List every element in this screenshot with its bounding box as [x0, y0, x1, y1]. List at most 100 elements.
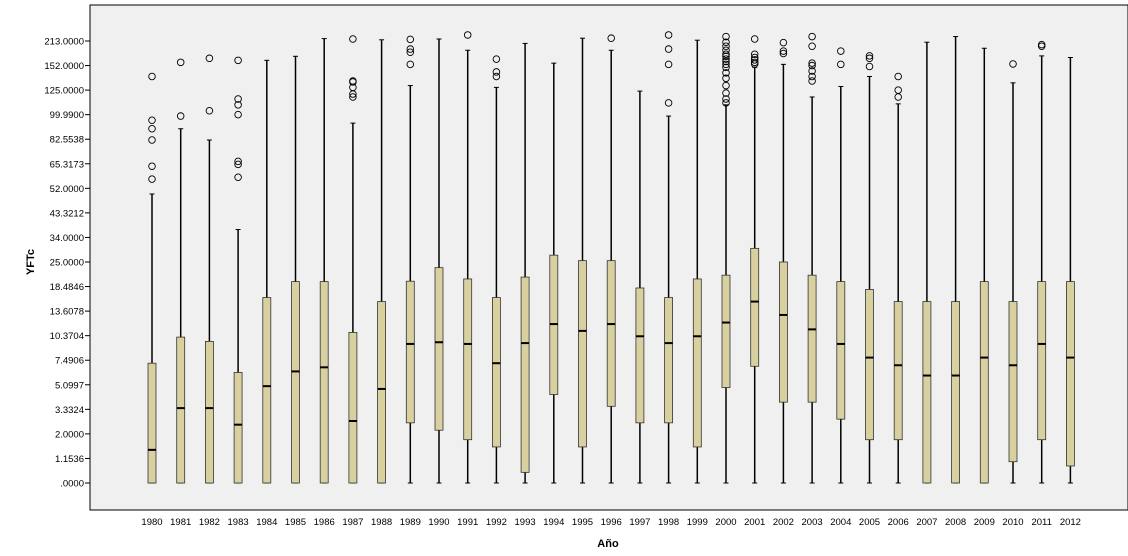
outlier-point	[1009, 60, 1017, 68]
y-axis: 213.0000 152.0000 125.0000 99.9900 82.5538 65…	[44, 37, 90, 490]
box-series	[147, 31, 1075, 484]
box-1988	[377, 39, 387, 484]
iqr-box	[692, 278, 702, 448]
outlier-point	[176, 58, 185, 67]
outlier-point	[664, 99, 673, 107]
x-tick-label: 2008	[945, 517, 966, 528]
iqr-box	[491, 297, 501, 448]
outlier-point	[664, 31, 673, 39]
outlier-point	[722, 38, 730, 46]
x-tick-label: 2004	[830, 517, 851, 528]
box-2010	[1008, 60, 1018, 484]
x-tick-label: 1989	[400, 517, 421, 528]
iqr-box	[606, 260, 616, 407]
box-1996	[606, 34, 616, 484]
outlier-point	[234, 173, 242, 182]
x-tick-label: 1984	[256, 517, 277, 528]
x-tick-label: 1985	[285, 517, 306, 528]
y-tick-label: 43.3212	[50, 208, 84, 219]
box-1989	[405, 35, 415, 484]
outlier-point	[808, 72, 816, 81]
x-tick-label: 2002	[773, 517, 794, 528]
y-tick-label: 2.0000	[55, 429, 84, 440]
outlier-point	[722, 42, 730, 50]
y-tick-label: 3.3324	[55, 405, 84, 416]
outlier-point	[234, 95, 242, 103]
iqr-box	[922, 301, 932, 484]
box-2008	[951, 36, 960, 484]
x-tick-label: 1999	[687, 517, 708, 528]
outlier-point	[722, 99, 730, 107]
iqr-box	[750, 247, 760, 367]
outlier-point	[750, 56, 759, 64]
outlier-point	[808, 42, 816, 50]
y-tick-label: 99.9900	[50, 110, 84, 121]
y-tick-label: 125.0000	[44, 86, 84, 97]
iqr-box	[979, 281, 989, 484]
iqr-box	[319, 281, 329, 484]
box-2009	[979, 47, 989, 484]
x-tick-label: 1990	[428, 517, 449, 528]
x-tick-label: 1997	[629, 517, 650, 528]
box-1993	[520, 42, 530, 484]
y-tick-label: 18.4846	[50, 282, 84, 293]
box-1991	[463, 31, 473, 484]
box-1985	[291, 55, 300, 484]
iqr-box	[176, 336, 186, 484]
x-tick-label: 1983	[228, 517, 249, 528]
outlier-point	[808, 59, 816, 67]
outlier-point	[894, 72, 902, 81]
outlier-point	[205, 106, 214, 115]
outlier-point	[750, 50, 759, 59]
box-2004	[836, 47, 846, 484]
outlier-point	[406, 60, 415, 69]
iqr-box	[779, 261, 788, 403]
y-tick-label: 52.0000	[50, 184, 84, 195]
iqr-box	[721, 274, 731, 388]
x-tick-label: 2011	[1031, 517, 1051, 528]
outlier-point	[406, 35, 415, 44]
outlier-point	[722, 74, 730, 83]
x-tick-label: 1982	[199, 517, 220, 528]
outlier-point	[492, 72, 501, 81]
x-tick-label: 1981	[170, 517, 191, 528]
y-tick-label: 5.0997	[55, 380, 84, 391]
y-tick-label: 65.3173	[50, 159, 84, 170]
outlier-point	[148, 124, 156, 133]
iqr-box	[233, 372, 243, 484]
x-tick-label: 1991	[457, 517, 478, 528]
box-1983	[233, 56, 243, 484]
outlier-point	[234, 160, 242, 169]
y-tick-label: 25.0000	[50, 258, 84, 269]
y-tick-label: .0000	[60, 479, 84, 490]
box-1995	[578, 37, 587, 484]
iqr-box	[807, 274, 817, 403]
outlier-point	[148, 162, 156, 170]
outlier-point	[722, 81, 730, 90]
x-tick-label: 1988	[371, 517, 392, 528]
outlier-point	[779, 49, 788, 58]
iqr-box	[405, 280, 415, 424]
outlier-point	[234, 56, 242, 65]
iqr-box	[1066, 281, 1075, 467]
y-tick-label: 1.1536	[55, 454, 84, 465]
box-2012	[1066, 57, 1075, 484]
outlier-point	[148, 175, 156, 183]
outlier-point	[492, 55, 501, 63]
x-tick-label: 2009	[974, 517, 995, 528]
x-tick-label: 2007	[916, 517, 937, 528]
outlier-point	[808, 32, 816, 41]
box-2011	[1037, 40, 1047, 484]
iqr-box	[1037, 281, 1047, 441]
x-axis-label: Año	[597, 538, 619, 550]
outlier-point	[234, 110, 242, 119]
x-tick-label: 2006	[888, 517, 909, 528]
y-tick-label: 7.4906	[55, 356, 84, 367]
y-tick-label: 34.0000	[50, 233, 84, 244]
x-tick-label: 1992	[486, 517, 507, 528]
outlier-point	[1037, 40, 1046, 49]
iqr-box	[635, 287, 645, 424]
outlier-point	[722, 60, 730, 69]
outlier-point	[808, 67, 816, 75]
x-tick-label: 2001	[744, 517, 765, 528]
